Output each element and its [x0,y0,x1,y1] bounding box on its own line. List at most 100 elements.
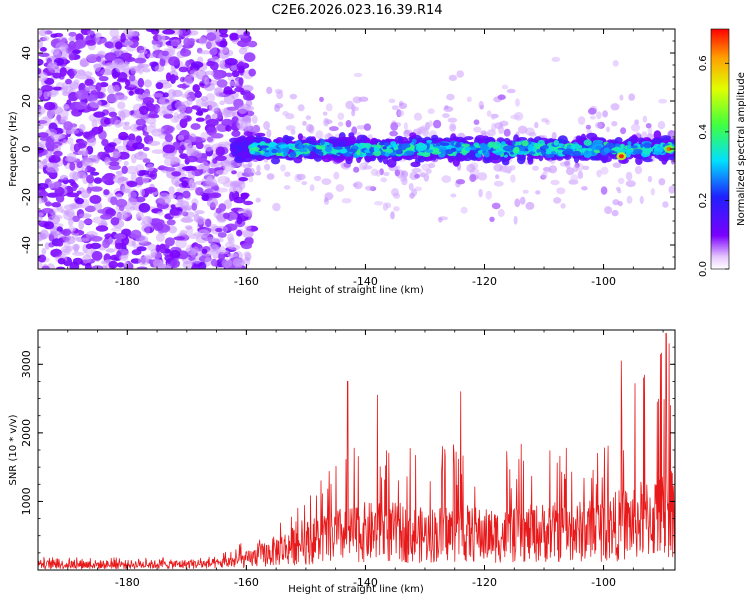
spectrogram-cell [180,93,190,98]
spectrogram-cell [450,193,457,198]
spectrogram-cell [114,119,122,128]
spectrogram-cell [620,127,627,135]
spectrogram-cell [156,128,165,133]
spectrogram-cell [662,201,669,208]
spectrogram-cell [74,39,87,49]
spectrogram-cell [164,133,173,143]
spectrogram-cell [625,150,631,158]
spectrogram-cell [456,70,465,78]
spectrogram-cell [209,48,218,56]
spectrogram-cell [141,174,150,185]
spectrogram-cell [38,68,42,75]
spectrogram-cell [78,220,85,230]
spectrogram-cell [122,39,134,47]
spectrogram-cell [298,143,304,150]
spectrogram-cell [541,118,549,123]
spectrogram-cell [369,146,375,153]
spectrogram-cell [319,96,324,102]
spectrogram-cell [263,121,270,130]
spectrogram-cell [228,80,240,87]
spectrogram-cell [66,192,80,198]
spectrogram-cell [501,84,509,90]
spectrogram-cell [168,56,180,66]
spectrogram-cell [73,79,80,85]
spectrogram-cell [400,136,409,144]
spectrogram-cell [206,197,219,208]
spectrogram-cell [445,149,454,155]
spectrogram-panel: -180 -160 -140 -120 -100 -40 -20 0 20 40 Height o… [8,28,676,296]
spectrogram-cell [617,177,625,185]
spectrogram-cell [384,152,390,157]
spectrogram-cell [60,85,74,94]
spectrogram-cell [202,166,209,176]
spectrogram-cell [68,70,75,79]
spectrogram-cell [415,145,426,152]
spectrogram-cell [91,250,103,261]
spectrogram-cell [202,180,216,189]
spectrogram-cell [473,126,482,133]
spectrogram-cell [43,90,49,100]
spectrogram-cell [118,131,129,141]
spectrogram-cell [323,198,330,206]
spectrogram-cell [103,117,112,125]
spectrogram-cell [85,39,97,46]
spectrogram-cell [201,248,208,254]
spectrogram-cell [53,51,62,59]
spectrogram-cell [405,150,414,156]
spectrogram-x-tick-label: -160 [234,275,259,288]
spectrogram-cell [185,155,198,163]
spectrogram-cell [155,244,161,253]
spectrogram-cell [79,59,88,68]
spectrogram-cell [223,108,229,119]
spectrogram-cell [446,93,455,101]
spectrogram-cell [556,187,566,195]
spectrogram-cell [61,228,72,236]
spectrogram-cell [513,215,518,225]
spectrogram-cell [130,67,136,75]
spectrogram-cell [541,144,549,150]
spectrogram-cell [427,108,435,114]
spectrogram-cell [333,146,343,150]
spectrogram-cell [41,207,54,214]
spectrogram-cell [204,144,214,152]
spectrogram-cell [181,166,194,172]
spectrogram-cell [123,161,129,166]
spectrogram-cell [582,165,590,170]
spectrogram-cell [259,145,269,149]
spectrogram-cell [153,263,166,269]
spectrogram-cell [134,88,145,95]
spectrogram-cell [41,248,47,255]
spectrogram-cell [234,87,245,93]
spectrogram-cell [229,191,235,202]
spectrogram-cell [660,135,672,141]
spectrogram-cell [325,146,333,153]
spectrogram-cell [175,238,187,249]
spectrogram-cell [619,94,624,101]
spectrogram-cell [210,258,218,267]
spectrogram-cell [643,142,652,149]
spectrogram-cell [237,65,245,74]
spectrogram-cell [208,192,222,199]
spectrogram-cell [231,170,237,175]
spectrogram-cell [56,266,66,269]
spectrogram-cell [284,171,291,177]
spectrogram-cell [625,171,633,181]
spectrogram-cell [134,109,141,115]
spectrogram-cell [440,142,450,147]
spectrogram-cell [351,109,356,117]
spectrogram-cell [72,251,85,256]
snr-y-tick-label: 1000 [20,487,33,515]
spectrogram-cell [416,152,425,156]
spectrogram-cell [321,178,332,186]
spectrogram-cell [577,116,586,125]
spectrogram-cell [442,113,450,119]
spectrogram-y-tick-label: -40 [20,236,33,254]
spectrogram-cell [642,148,651,155]
spectrogram-x-tick-label: -100 [591,275,616,288]
spectrogram-cell [56,226,63,232]
spectrogram-cell [272,202,281,212]
spectrogram-cell [577,170,584,179]
spectrogram-cell [243,200,254,206]
spectrogram-cell [103,189,110,196]
spectrogram-cell [138,170,150,175]
